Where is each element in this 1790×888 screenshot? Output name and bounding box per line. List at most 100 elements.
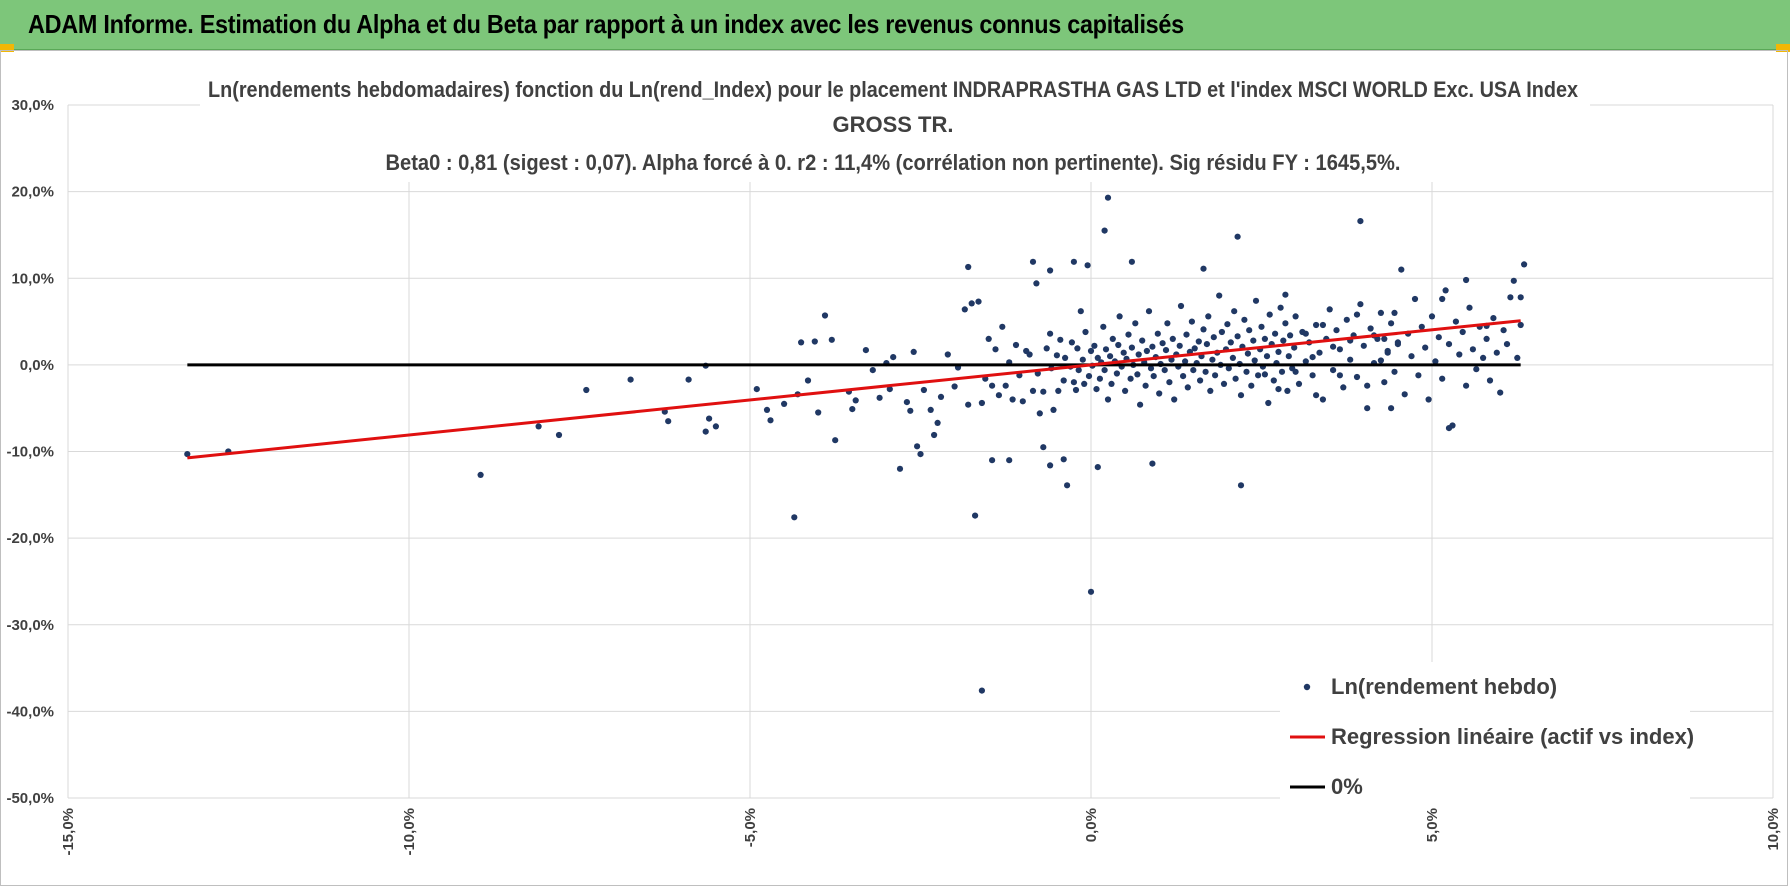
data-point <box>1277 304 1284 311</box>
data-point <box>1212 372 1219 379</box>
data-point <box>1388 405 1395 412</box>
data-point <box>1343 316 1350 323</box>
data-point <box>1439 295 1446 303</box>
data-point <box>828 336 835 343</box>
data-point <box>1183 331 1190 338</box>
data-point <box>965 263 972 271</box>
data-point <box>1109 335 1116 342</box>
legend-label-zero: 0% <box>1331 774 1363 799</box>
data-point <box>583 386 590 394</box>
data-point <box>1060 377 1067 384</box>
data-point <box>1442 287 1449 294</box>
data-point <box>852 397 859 404</box>
data-point <box>1270 377 1277 384</box>
data-point <box>1261 371 1268 378</box>
data-point <box>907 407 914 414</box>
data-point <box>1150 373 1157 380</box>
data-point <box>1377 357 1384 364</box>
y-tick-label: -30,0% <box>6 617 54 634</box>
data-point <box>1081 380 1088 387</box>
data-point <box>978 687 986 694</box>
data-point <box>1255 372 1262 379</box>
data-point <box>1408 353 1415 360</box>
data-point <box>989 457 996 464</box>
data-point <box>886 386 893 393</box>
data-point <box>1237 482 1245 489</box>
data-point <box>1070 379 1077 386</box>
data-point <box>1091 342 1098 349</box>
data-point <box>1510 277 1517 284</box>
data-point <box>1094 354 1101 361</box>
title-background <box>200 70 1590 182</box>
data-point <box>869 367 876 374</box>
data-point <box>1019 398 1026 405</box>
data-point <box>896 465 904 472</box>
data-point <box>1313 392 1320 399</box>
axis-labels: 30,0% 20,0% 10,0% 0,0% -10,0% -20,0% -30,0% -40… <box>6 97 1782 856</box>
data-point <box>1075 367 1082 374</box>
data-point <box>1232 375 1239 382</box>
data-point <box>1248 382 1255 389</box>
data-point <box>1101 367 1108 374</box>
data-point <box>1367 325 1374 332</box>
data-point <box>1026 351 1033 358</box>
data-point <box>1162 347 1170 354</box>
data-point <box>1116 313 1123 320</box>
data-point <box>1093 386 1100 393</box>
data-point <box>968 300 975 307</box>
data-point <box>1029 387 1037 394</box>
data-point <box>927 406 934 413</box>
data-point <box>1156 390 1163 397</box>
data-point <box>1514 354 1521 361</box>
data-point <box>1411 295 1419 303</box>
data-point <box>1398 266 1405 273</box>
data-point <box>1176 342 1183 349</box>
data-point <box>914 443 921 450</box>
data-point <box>555 431 563 439</box>
data-point <box>811 338 818 345</box>
data-point <box>1319 321 1326 329</box>
data-point <box>1415 372 1422 379</box>
data-point <box>1074 345 1081 352</box>
data-point <box>1040 444 1047 451</box>
data-point <box>1391 309 1398 316</box>
data-point <box>1459 328 1466 336</box>
data-point <box>1251 357 1258 364</box>
data-point <box>1466 304 1473 311</box>
data-point <box>1057 336 1064 343</box>
title-line-1: Ln(rendements hebdomadaires) fonction du… <box>208 77 1579 102</box>
data-point <box>1507 294 1514 301</box>
data-point <box>1401 391 1408 398</box>
data-point <box>815 409 822 416</box>
data-point <box>1062 354 1069 361</box>
data-point <box>1285 353 1292 360</box>
data-point <box>1188 318 1195 325</box>
data-point <box>1134 371 1141 378</box>
data-point <box>1122 387 1129 394</box>
data-point <box>920 386 928 394</box>
data-point <box>1302 358 1309 365</box>
data-point <box>712 423 720 430</box>
data-point <box>1149 460 1156 467</box>
data-point <box>1127 375 1134 382</box>
data-point <box>1064 482 1071 489</box>
data-point <box>1517 321 1524 329</box>
data-point <box>1425 396 1432 403</box>
data-point <box>1265 399 1272 407</box>
data-point <box>1330 343 1337 350</box>
data-point <box>1132 320 1139 327</box>
data-point <box>1159 340 1166 347</box>
data-point <box>937 393 945 400</box>
data-point <box>1246 327 1253 334</box>
data-point <box>1197 377 1204 384</box>
data-point <box>1055 387 1062 394</box>
data-point <box>1107 353 1114 360</box>
data-point <box>1360 342 1367 349</box>
data-point <box>1493 349 1500 356</box>
data-point <box>1357 218 1364 225</box>
report-title: ADAM Informe. Estimation du Alpha et du … <box>28 9 1184 39</box>
data-point <box>1319 396 1326 403</box>
data-point <box>1047 330 1054 337</box>
data-point <box>1284 387 1291 394</box>
data-point <box>917 451 924 458</box>
